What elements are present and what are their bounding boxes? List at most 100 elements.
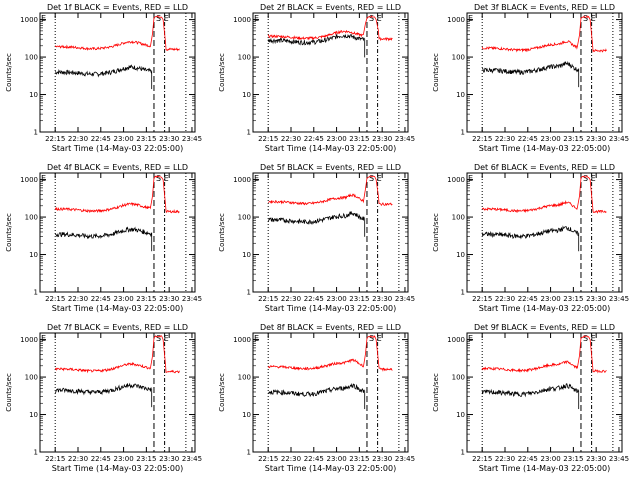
lld-series-line [481, 335, 607, 374]
marker-e: E [591, 334, 596, 343]
y-tick-label: 10 [29, 91, 38, 99]
y-tick-label: 10 [456, 251, 465, 259]
x-tick-label: 22:15 [472, 135, 492, 143]
x-tick-label: 22:45 [91, 295, 111, 303]
x-tick-label: 22:15 [472, 455, 492, 463]
marker-left-e: E [468, 334, 473, 343]
marker-s: S [156, 14, 161, 23]
x-tick-label: 22:15 [45, 135, 65, 143]
x-tick-label: 22:30 [281, 295, 301, 303]
panel-title: Det 4f BLACK = Events, RED = LLD [47, 163, 188, 172]
y-tick-label: 100 [238, 214, 251, 222]
x-tick-label: 22:30 [495, 135, 515, 143]
marker-left-e: E [468, 14, 473, 23]
x-tick-label: 22:30 [68, 135, 88, 143]
panel-title: Det 3f BLACK = Events, RED = LLD [474, 3, 615, 12]
lld-series-line [54, 15, 180, 52]
marker-e: E [377, 14, 382, 23]
y-tick-label: 1 [34, 129, 38, 137]
lld-series-line [268, 175, 393, 207]
detector-panel-2: Det 2f BLACK = Events, RED = LLD Counts/s… [218, 3, 415, 153]
y-tick-label: 1 [461, 449, 465, 457]
x-tick-label: 22:30 [495, 295, 515, 303]
x-tick-label: 23:30 [586, 135, 606, 143]
x-tick-label: 22:45 [518, 455, 538, 463]
marker-e: E [591, 174, 596, 183]
x-axis-label: Start Time (14-May-03 22:05:00) [52, 144, 183, 153]
marker-e: E [377, 334, 382, 343]
panel-title: Det 9f BLACK = Events, RED = LLD [474, 323, 615, 332]
x-tick-label: 23:45 [395, 135, 415, 143]
events-series-line [54, 382, 152, 396]
x-tick-label: 22:30 [495, 455, 515, 463]
y-tick-label: 100 [452, 374, 465, 382]
events-series-line [267, 33, 365, 46]
panel-title: Det 1f BLACK = Events, RED = LLD [47, 3, 188, 12]
y-axis-label: Counts/sec [5, 53, 13, 92]
y-tick-label: 1000 [233, 176, 251, 184]
marker-left-e: E [41, 14, 46, 23]
panel-title: Det 2f BLACK = Events, RED = LLD [260, 3, 401, 12]
plot-frame [466, 172, 623, 293]
detector-panel-6: Det 6f BLACK = Events, RED = LLD Counts/s… [432, 163, 629, 313]
detector-panel-1: Det 1f BLACK = Events, RED = LLD Counts/s… [5, 3, 202, 153]
marker-s: S [369, 14, 374, 23]
y-tick-label: 1000 [233, 16, 251, 24]
panel-title: Det 8f BLACK = Events, RED = LLD [260, 323, 401, 332]
x-tick-label: 22:45 [91, 455, 111, 463]
y-tick-label: 1000 [20, 336, 38, 344]
y-tick-label: 10 [456, 91, 465, 99]
x-tick-label: 22:45 [91, 135, 111, 143]
y-axis-label: Counts/sec [432, 373, 440, 412]
x-tick-label: 23:15 [349, 135, 369, 143]
detector-panel-4: Det 4f BLACK = Events, RED = LLD Counts/s… [5, 163, 202, 313]
x-tick-label: 22:30 [68, 295, 88, 303]
y-axis-label: Counts/sec [5, 213, 13, 252]
y-tick-label: 10 [29, 251, 38, 259]
panel-title: Det 6f BLACK = Events, RED = LLD [474, 163, 615, 172]
x-tick-label: 23:30 [586, 295, 606, 303]
x-tick-label: 23:45 [182, 295, 202, 303]
marker-e: E [591, 14, 596, 23]
plot-frame [466, 332, 623, 453]
x-tick-label: 23:15 [136, 295, 156, 303]
x-tick-label: 23:15 [563, 295, 583, 303]
marker-left-e: E [254, 334, 259, 343]
x-tick-label: 23:30 [586, 455, 606, 463]
y-tick-label: 10 [29, 411, 38, 419]
y-tick-label: 1000 [447, 16, 465, 24]
detector-panel-5: Det 5f BLACK = Events, RED = LLD Counts/s… [218, 163, 415, 313]
lld-series-line [267, 15, 393, 42]
x-tick-label: 22:15 [258, 295, 278, 303]
x-tick-label: 22:45 [518, 295, 538, 303]
events-series-line [54, 64, 152, 78]
x-tick-label: 22:15 [45, 295, 65, 303]
y-tick-label: 100 [452, 214, 465, 222]
x-tick-label: 23:15 [136, 455, 156, 463]
y-tick-label: 10 [242, 91, 251, 99]
x-tick-label: 23:45 [182, 455, 202, 463]
marker-left-e: E [41, 174, 46, 183]
x-tick-label: 22:45 [304, 295, 324, 303]
y-tick-label: 100 [25, 214, 38, 222]
y-tick-label: 10 [242, 411, 251, 419]
x-tick-label: 23:00 [540, 295, 560, 303]
x-tick-label: 23:45 [395, 455, 415, 463]
y-tick-label: 1000 [20, 176, 38, 184]
x-tick-label: 23:45 [609, 295, 629, 303]
x-axis-label: Start Time (14-May-03 22:05:00) [479, 304, 610, 313]
marker-e: E [164, 334, 169, 343]
x-tick-label: 23:30 [372, 295, 392, 303]
x-axis-label: Start Time (14-May-03 22:05:00) [52, 464, 183, 473]
y-tick-label: 1 [247, 289, 251, 297]
marker-e: E [377, 174, 382, 183]
x-tick-label: 22:30 [281, 135, 301, 143]
marker-s: S [369, 334, 374, 343]
x-tick-label: 22:45 [304, 455, 324, 463]
x-tick-label: 23:00 [326, 295, 346, 303]
y-axis-label: Counts/sec [432, 213, 440, 252]
events-series-line [267, 211, 365, 225]
plot-frame [39, 12, 196, 133]
x-axis-label: Start Time (14-May-03 22:05:00) [265, 144, 396, 153]
x-tick-label: 23:30 [372, 135, 392, 143]
